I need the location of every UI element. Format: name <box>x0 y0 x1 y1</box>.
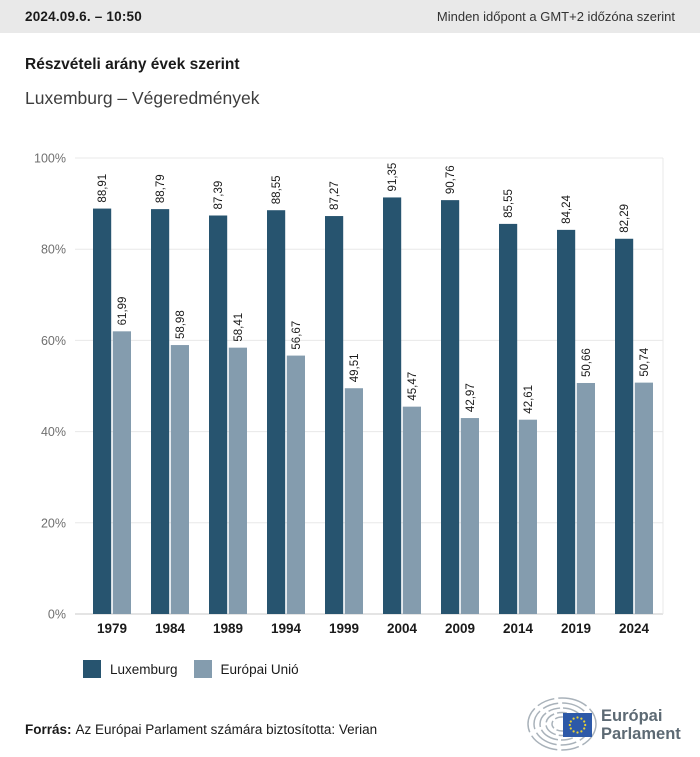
bar-eur-pai-uni--2009[interactable] <box>460 418 479 614</box>
logo-text-line1: Európai <box>601 707 662 725</box>
bar-luxemburg-1999[interactable] <box>325 216 344 614</box>
legend-label-europai-unio: Európai Unió <box>220 661 299 677</box>
eu-flag-icon <box>563 713 592 737</box>
chart-legend: Luxemburg Európai Unió <box>83 660 315 678</box>
bar-eur-pai-uni--1989[interactable] <box>228 347 247 614</box>
bar-luxemburg-1979[interactable] <box>93 208 112 614</box>
bar-value-label: 91,35 <box>387 163 399 192</box>
bar-eur-pai-uni--1994[interactable] <box>286 355 305 614</box>
y-axis-tick-label: 80% <box>41 243 66 257</box>
x-axis-label-1999: 1999 <box>329 621 359 636</box>
bar-value-label: 45,47 <box>407 372 419 401</box>
y-axis-tick-label: 100% <box>34 152 66 166</box>
bar-value-label: 87,27 <box>329 181 341 210</box>
bar-value-label: 61,99 <box>117 297 129 326</box>
legend-swatch-europai-unio <box>193 660 212 678</box>
bar-value-label: 42,97 <box>465 383 477 412</box>
y-axis-tick-label: 60% <box>41 334 66 348</box>
bar-value-label: 82,29 <box>619 204 631 233</box>
bar-luxemburg-2024[interactable] <box>615 238 634 614</box>
x-axis-label-1984: 1984 <box>155 621 186 636</box>
legend-label-luxemburg: Luxemburg <box>110 661 178 677</box>
x-axis-label-2004: 2004 <box>387 621 418 636</box>
bar-luxemburg-2019[interactable] <box>557 229 576 614</box>
bar-value-label: 88,79 <box>155 174 167 203</box>
bar-value-label: 56,67 <box>291 321 303 350</box>
bar-luxemburg-1994[interactable] <box>267 210 286 614</box>
bar-eur-pai-uni--2014[interactable] <box>518 419 537 614</box>
europai-parlament-logo: Európai Parlament <box>527 697 681 751</box>
y-axis-tick-label: 0% <box>48 608 66 622</box>
x-axis-label-1994: 1994 <box>271 621 302 636</box>
bar-luxemburg-1989[interactable] <box>209 215 228 615</box>
x-axis-label-1979: 1979 <box>97 621 127 636</box>
legend-item-luxemburg[interactable]: Luxemburg <box>83 660 178 678</box>
source-label: Forrás: <box>25 722 72 737</box>
bar-value-label: 58,98 <box>175 310 187 339</box>
bar-value-label: 50,66 <box>581 348 593 377</box>
x-axis-label-2019: 2019 <box>561 621 591 636</box>
x-axis-label-2024: 2024 <box>619 621 650 636</box>
y-axis-tick-label: 40% <box>41 425 66 439</box>
logo-text-line2: Parlament <box>601 725 681 743</box>
source-line: Forrás: Az Európai Parlament számára bizt… <box>25 722 377 737</box>
bar-luxemburg-2009[interactable] <box>441 200 460 614</box>
bar-value-label: 49,51 <box>349 353 361 382</box>
bar-value-label: 85,55 <box>503 189 515 218</box>
legend-swatch-luxemburg <box>83 660 101 678</box>
bar-value-label: 58,41 <box>233 313 245 342</box>
bar-value-label: 87,39 <box>213 181 225 210</box>
x-axis-label-2009: 2009 <box>445 621 475 636</box>
chart-title: Részvételi arány évek szerint <box>25 56 240 73</box>
bar-value-label: 88,91 <box>97 174 109 203</box>
bar-eur-pai-uni--2019[interactable] <box>576 382 595 614</box>
bar-eur-pai-uni--2004[interactable] <box>402 406 421 614</box>
header-bar: 2024.09.6. – 10:50 Minden időpont a GMT+… <box>0 0 700 33</box>
bar-value-label: 84,24 <box>561 194 573 223</box>
x-axis-label-1989: 1989 <box>213 621 243 636</box>
bar-eur-pai-uni--2024[interactable] <box>634 382 653 614</box>
bar-luxemburg-1984[interactable] <box>151 209 170 614</box>
bar-luxemburg-2014[interactable] <box>499 223 518 614</box>
bar-eur-pai-uni--1979[interactable] <box>112 331 131 614</box>
participation-bar-chart: 0% 20% 40% 60% 80% 100% 88,91 61,99 1979 88,79 58,… <box>34 152 664 636</box>
bar-eur-pai-uni--1999[interactable] <box>344 388 363 614</box>
x-axis-label-2014: 2014 <box>503 621 534 636</box>
bar-value-label: 88,55 <box>271 175 283 204</box>
bar-luxemburg-2004[interactable] <box>383 197 402 614</box>
bar-value-label: 50,74 <box>639 347 651 376</box>
bar-value-label: 90,76 <box>445 165 457 194</box>
legend-item-europai-unio[interactable]: Európai Unió <box>193 660 299 678</box>
header-datetime: 2024.09.6. – 10:50 <box>25 9 142 24</box>
header-timezone-note: Minden időpont a GMT+2 időzóna szerint <box>436 9 675 24</box>
chart-subtitle: Luxemburg – Végeredmények <box>25 88 260 108</box>
source-text: Az Európai Parlament számára biztosított… <box>75 722 378 737</box>
y-axis-tick-label: 20% <box>41 516 66 530</box>
bar-value-label: 42,61 <box>523 385 535 414</box>
bar-eur-pai-uni--1984[interactable] <box>170 345 189 614</box>
